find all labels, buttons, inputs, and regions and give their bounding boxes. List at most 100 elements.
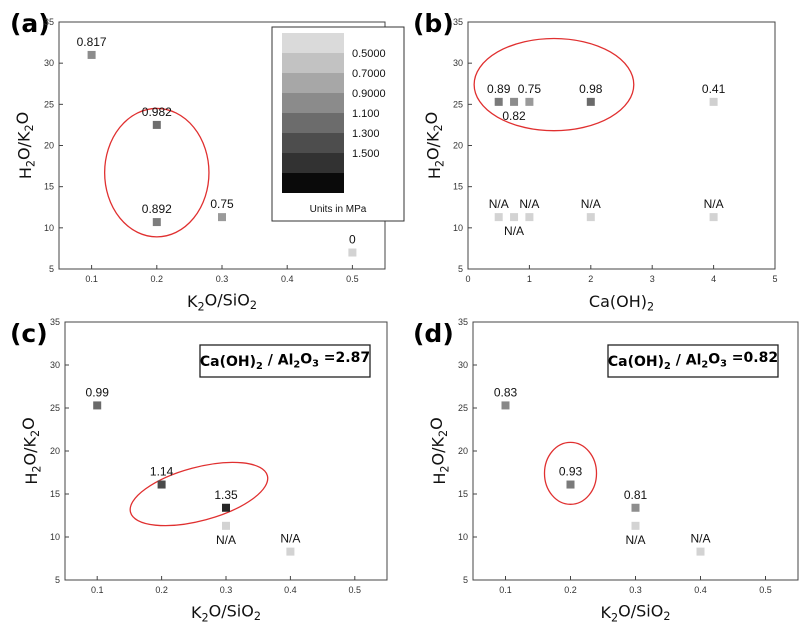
data-point	[525, 97, 534, 106]
y-axis-label-part: 2	[23, 124, 36, 131]
x-axis-label: K2O/SiO2	[601, 602, 671, 625]
data-point	[510, 213, 519, 222]
y-axis-label: H2O/K2O	[13, 112, 37, 179]
y-axis-label-part: O	[422, 112, 441, 125]
y-tick-label: 15	[453, 182, 463, 192]
y-axis-label-part: 2	[24, 160, 37, 167]
legend-caption: Units in MPa	[310, 204, 367, 215]
legend-entry-label: 0.5000	[352, 48, 386, 60]
x-tick-label: 4	[711, 274, 716, 284]
y-tick-label: 20	[50, 446, 60, 456]
x-tick-label: 0.3	[220, 585, 233, 595]
panel-label: (c)	[10, 319, 48, 348]
ratio-annotation-part: Ca(OH)	[608, 354, 664, 370]
x-tick-label: 2	[588, 274, 593, 284]
y-tick-label: 35	[44, 17, 54, 27]
data-label: N/A	[519, 197, 539, 211]
highlight-ellipse	[103, 107, 210, 238]
data-point	[87, 50, 96, 59]
y-tick-label: 25	[453, 99, 463, 109]
x-axis-label-part: O/SiO	[205, 291, 250, 310]
data-point	[586, 213, 595, 222]
data-label: 0.83	[494, 385, 518, 399]
y-tick-label: 25	[44, 99, 54, 109]
data-point	[696, 547, 705, 556]
data-label: 0.82	[502, 109, 526, 123]
x-axis-label-part: O/SiO	[209, 602, 254, 621]
ratio-annotation-part: 3	[720, 358, 727, 369]
y-axis-label-part: H	[425, 167, 444, 179]
x-tick-label: 0.5	[349, 585, 362, 595]
x-axis-label-part: 2	[202, 611, 209, 624]
ratio-annotation: Ca(OH)2 / Al2O3 =2.87	[200, 350, 370, 372]
ratio-annotation-part: =0.82	[727, 350, 778, 366]
ratio-annotation-part: 2	[701, 360, 708, 371]
y-axis-label-part: H	[16, 167, 35, 179]
data-point	[510, 97, 519, 106]
x-axis-label-part: K	[187, 292, 198, 311]
panel-label: (b)	[413, 9, 454, 38]
x-axis-label-part: 2	[254, 610, 261, 623]
ratio-annotation: Ca(OH)2 / Al2O3 =0.82	[608, 350, 778, 372]
legend-swatch	[282, 133, 344, 153]
highlight-ellipse	[129, 461, 269, 527]
y-axis-label-part: 2	[433, 160, 446, 167]
legend-entry-label: 1.300	[352, 128, 380, 140]
ratio-annotation-part: / Al	[263, 353, 294, 369]
y-axis-label-part: 2	[30, 466, 43, 473]
y-tick-label: 5	[49, 264, 54, 274]
legend-swatch	[282, 93, 344, 113]
y-axis-label-part: O	[427, 417, 446, 430]
ratio-annotation-part: 2	[664, 361, 671, 372]
data-point	[709, 213, 718, 222]
x-tick-label: 0.1	[499, 585, 512, 595]
data-label: 0.892	[142, 202, 172, 216]
y-tick-label: 20	[453, 141, 463, 151]
y-axis-label-part: H	[22, 473, 41, 485]
data-label: N/A	[690, 532, 710, 546]
y-tick-label: 15	[44, 182, 54, 192]
panel-label: (d)	[413, 319, 454, 348]
y-tick-label: 30	[453, 58, 463, 68]
legend-entry-label: 0.9000	[352, 88, 386, 100]
data-point	[709, 97, 718, 106]
y-axis-label: H2O/K2O	[427, 417, 451, 484]
y-axis-label-part: 2	[438, 466, 451, 473]
x-axis-label-part: 2	[663, 610, 670, 623]
x-axis-label: Ca(OH)2	[589, 292, 654, 313]
x-axis-label: K2O/SiO2	[187, 291, 257, 314]
y-axis-label-part: O/K	[21, 437, 40, 466]
data-point	[286, 547, 295, 556]
data-point	[222, 503, 230, 512]
data-label: 0.99	[86, 385, 110, 399]
y-axis-label-part: O	[13, 112, 32, 125]
highlight-ellipse	[473, 37, 635, 132]
x-tick-label: 3	[650, 274, 655, 284]
chart-panel-c: (c)0.1 0.2 0.3 0.4 0.55101520253035K2O/SiO2H…	[10, 317, 388, 624]
data-label: N/A	[625, 533, 645, 547]
legend-swatch	[282, 173, 344, 193]
data-point	[586, 97, 595, 106]
y-tick-label: 20	[44, 141, 54, 151]
y-axis-label: H2O/K2O	[422, 112, 446, 179]
data-label: 0	[349, 233, 356, 247]
x-tick-label: 0.4	[284, 585, 297, 595]
legend-swatch	[282, 73, 344, 93]
data-point	[566, 480, 575, 489]
y-axis-label-part: O/K	[424, 131, 443, 160]
y-axis-label-part: H	[430, 473, 449, 485]
panel-label: (a)	[10, 9, 50, 38]
y-tick-label: 35	[453, 17, 463, 27]
ratio-annotation-box	[199, 344, 371, 378]
y-axis-label-part: O	[19, 417, 38, 430]
data-label: 0.75	[518, 82, 542, 96]
data-label: 0.81	[624, 488, 648, 502]
x-tick-label: 1	[527, 274, 532, 284]
y-tick-label: 30	[458, 360, 468, 370]
ratio-annotation-box	[607, 344, 779, 378]
x-axis-label-part: 2	[611, 611, 618, 624]
y-tick-label: 5	[55, 575, 60, 585]
data-point	[218, 213, 226, 222]
legend-swatch	[282, 53, 344, 73]
